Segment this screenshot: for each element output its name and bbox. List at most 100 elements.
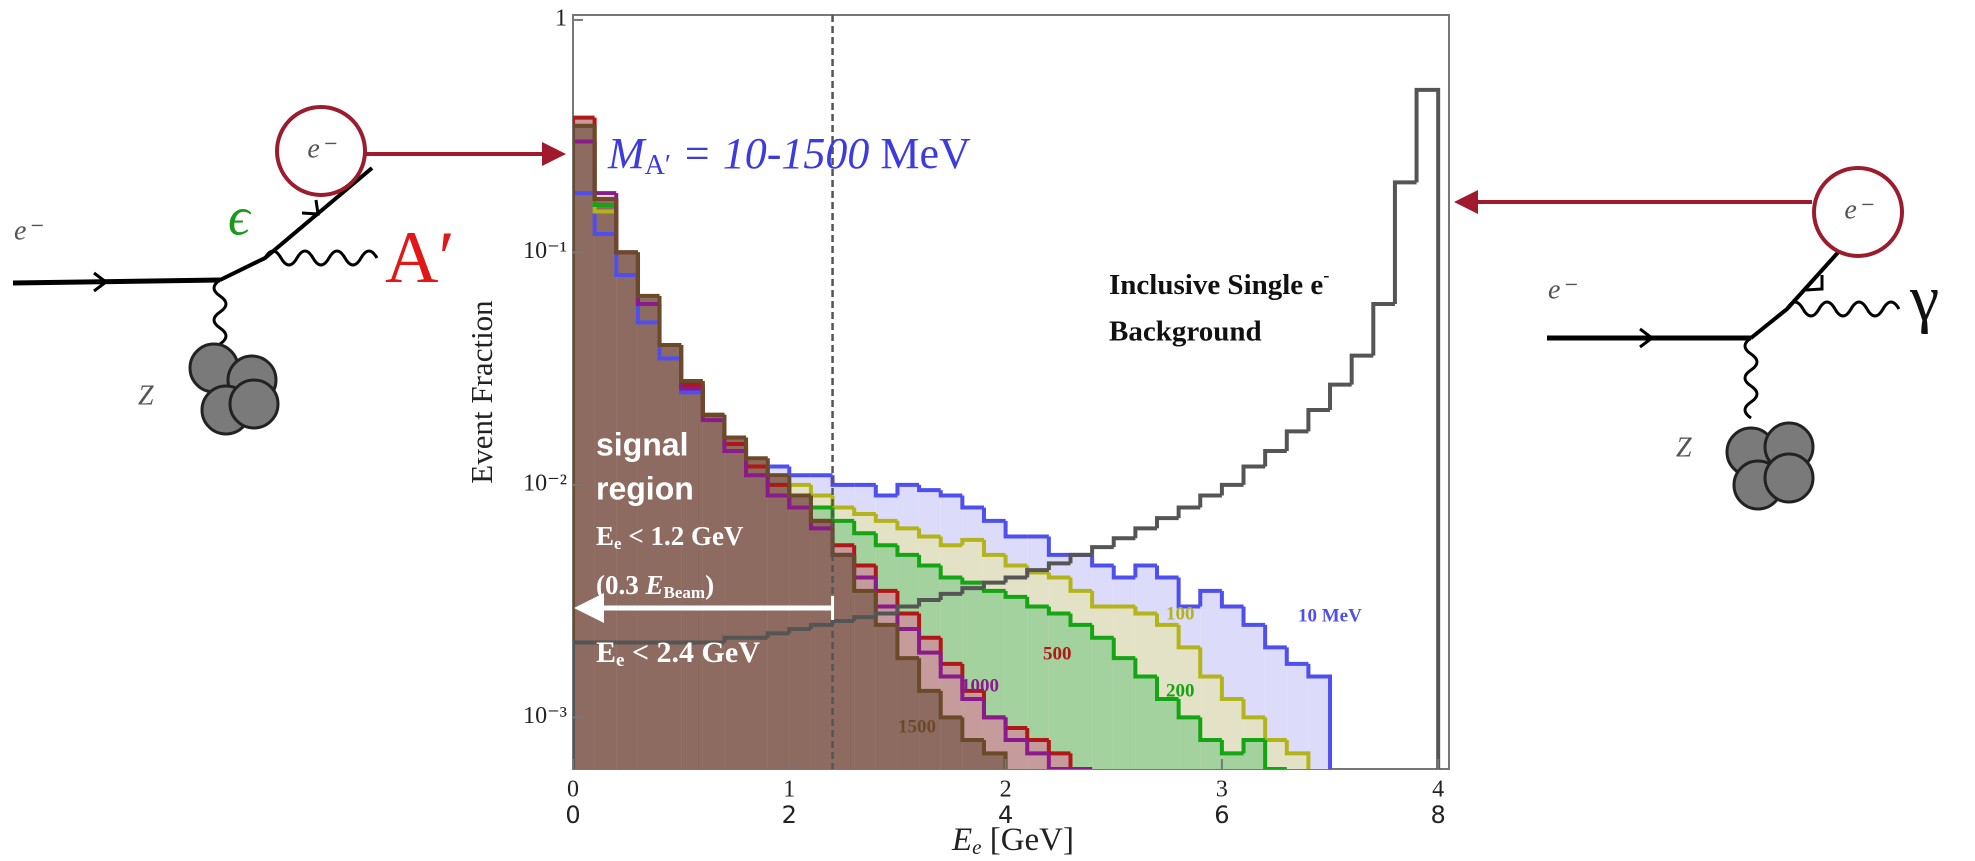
histogram-step (1003, 520, 1028, 539)
histogram-fill (724, 437, 747, 769)
histogram-fill (832, 554, 855, 769)
histogram-step (787, 475, 811, 498)
series-label: 10 MeV (1298, 605, 1362, 626)
histogram-fill (1157, 699, 1179, 769)
histogram-step (1090, 545, 1114, 555)
histogram-step (1133, 606, 1157, 616)
histogram-step (1198, 493, 1222, 508)
histogram-step (808, 484, 833, 498)
histogram-step (1198, 588, 1222, 607)
histogram-step (1090, 624, 1114, 640)
histogram-step (873, 611, 898, 618)
electron-label: e⁻ (1844, 194, 1873, 225)
histogram-step (679, 344, 703, 383)
histogram-step (938, 490, 963, 498)
histogram-fill (1005, 728, 1028, 769)
nucleus-label: Z (138, 380, 154, 411)
histogram-fill (1005, 596, 1028, 769)
series-label: 1500 (898, 716, 936, 737)
histogram-step (960, 717, 984, 742)
x2-tick-label: 0 (565, 801, 580, 829)
histogram-step (1241, 464, 1266, 485)
histogram-step (1219, 739, 1244, 756)
histogram-step (765, 475, 790, 498)
histogram-step (1371, 302, 1395, 356)
y-tick-label: 1 (555, 5, 567, 31)
histogram-step (1046, 561, 1071, 571)
histogram-step (917, 658, 941, 693)
histogram-step (765, 631, 790, 638)
histogram-fill (810, 520, 833, 769)
histogram-step (1241, 699, 1266, 720)
plot-content (573, 15, 1441, 769)
histogram-fill (1221, 753, 1244, 769)
histogram-step (981, 580, 1006, 589)
histogram-step (614, 198, 638, 255)
histogram-step (1133, 526, 1157, 539)
histogram-step (573, 191, 595, 769)
histogram-step (1133, 658, 1157, 679)
histogram-fill (767, 475, 790, 769)
x-tick-label: 1 (783, 777, 795, 803)
histogram-step (1219, 590, 1244, 609)
histogram-step (1111, 536, 1136, 548)
histogram-step (895, 604, 920, 614)
histogram-step (1198, 647, 1222, 679)
histogram-step (1025, 568, 1049, 578)
histogram-step (917, 528, 941, 539)
histogram-step (852, 520, 876, 536)
x-tick-label: 0 (567, 777, 579, 803)
arrow-chevron (301, 199, 320, 216)
boson-label: γ (1909, 262, 1939, 335)
histogram-step (1111, 565, 1136, 580)
cut-label: Ee < 2.4 GeV (596, 636, 760, 671)
series-label: 200 (1166, 680, 1195, 701)
histogram-fill (573, 125, 595, 769)
histogram-step (744, 437, 768, 461)
photon-line (263, 249, 379, 267)
histogram-step (1003, 717, 1028, 742)
histogram-fill (746, 458, 768, 769)
boson-label: A′ (385, 217, 455, 299)
series-label: 1000 (961, 675, 999, 696)
histogram-fill (1286, 753, 1309, 769)
series-label: 100 (1166, 603, 1195, 624)
y-tick-label: 10⁻³ (523, 703, 567, 729)
histogram-fill (637, 295, 660, 769)
histogram-step (1046, 536, 1071, 557)
highlight-circle (275, 105, 367, 197)
histogram-step (1263, 739, 1287, 769)
histogram-step (808, 622, 833, 630)
histogram-step (700, 380, 725, 417)
histogram-step (1155, 676, 1179, 702)
histogram-step (1068, 613, 1093, 627)
histogram-step (1284, 647, 1309, 666)
histogram-step (1176, 624, 1201, 650)
histogram-step (1155, 565, 1179, 580)
histogram-step (1155, 613, 1179, 627)
histogram-step (1392, 180, 1417, 305)
electron-label: e⁻ (1548, 274, 1577, 305)
histogram-step (1025, 739, 1049, 756)
histogram-step (917, 554, 941, 568)
series-label: 500 (1043, 643, 1072, 664)
electron-label: e⁻ (14, 215, 43, 246)
histogram-fill (875, 624, 898, 769)
x-axis-label: Ee [GeV] (951, 822, 1074, 859)
diagram-right: e⁻ e⁻ γ Z (1454, 166, 1939, 511)
histogram-step (960, 676, 984, 702)
histogram-step (1263, 624, 1287, 650)
histogram-step (1414, 87, 1441, 769)
histogram-step (938, 652, 963, 679)
histogram-fill (616, 252, 638, 769)
histogram-step (938, 565, 963, 580)
histogram-step (852, 507, 876, 516)
histogram-step (938, 591, 963, 600)
histogram-step (960, 537, 984, 546)
background-annotation: Inclusive Single e- (1109, 265, 1329, 301)
histogram-step (960, 577, 984, 585)
histogram-step (1046, 753, 1071, 769)
diagram-left: e⁻ e⁻ ϵ A′ Z (12, 105, 566, 436)
histogram-fill (983, 753, 1006, 769)
